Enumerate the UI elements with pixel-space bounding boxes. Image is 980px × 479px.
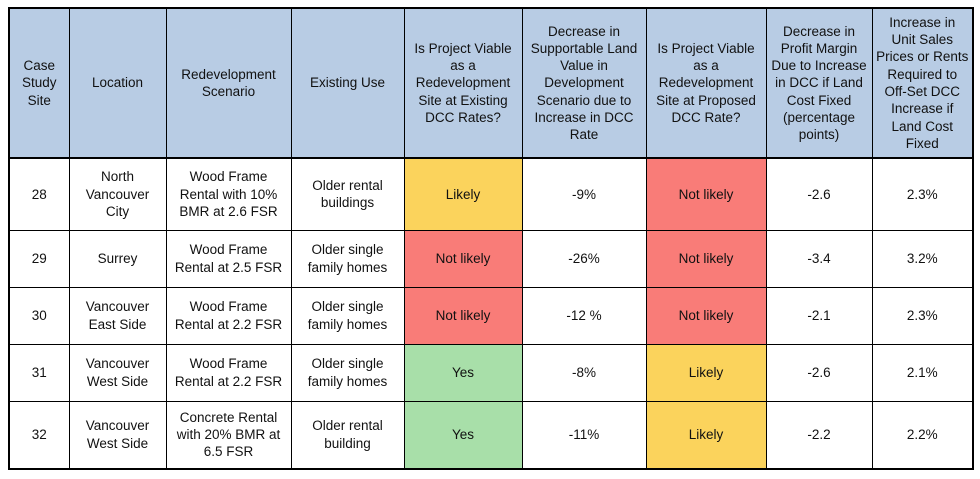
cell-scenario: Wood Frame Rental at 2.2 FSR [165, 343, 292, 402]
cell-price-rent-increase: 2.2% [871, 400, 974, 470]
cell-location: North Vancouver City [68, 157, 167, 231]
cell-existing-use: Older single family homes [290, 286, 405, 345]
cell-profit-margin-decrease: -3.4 [765, 229, 873, 288]
cell-viable-proposed: Likely [645, 343, 767, 402]
cell-existing-use: Older single family homes [290, 229, 405, 288]
col-header-viable-existing-dcc: Is Project Viable as a Redevelopment Sit… [403, 7, 523, 159]
col-header-redevelopment-scenario: Redevelopment Scenario [165, 7, 292, 159]
cell-price-rent-increase: 2.1% [871, 343, 974, 402]
cell-location: Vancouver West Side [68, 343, 167, 402]
cell-viable-existing: Not likely [403, 229, 523, 288]
cell-location: Vancouver West Side [68, 400, 167, 470]
cell-land-value-decrease: -11% [521, 400, 647, 470]
col-header-price-rent-increase: Increase in Unit Sales Prices or Rents R… [871, 7, 974, 159]
table-header: Case Study Site Location Redevelopment S… [8, 7, 974, 159]
col-header-profit-margin-decrease: Decrease in Profit Margin Due to Increas… [765, 7, 873, 159]
cell-viable-proposed: Not likely [645, 157, 767, 231]
cell-scenario: Wood Frame Rental at 2.2 FSR [165, 286, 292, 345]
col-header-viable-proposed-dcc: Is Project Viable as a Redevelopment Sit… [645, 7, 767, 159]
cell-viable-existing: Yes [403, 343, 523, 402]
cell-site: 32 [8, 400, 70, 470]
col-header-existing-use: Existing Use [290, 7, 405, 159]
cell-scenario: Wood Frame Rental at 2.5 FSR [165, 229, 292, 288]
cell-viable-existing: Yes [403, 400, 523, 470]
cell-price-rent-increase: 2.3% [871, 286, 974, 345]
cell-viable-existing: Not likely [403, 286, 523, 345]
cell-profit-margin-decrease: -2.6 [765, 157, 873, 231]
table-row: 30 Vancouver East Side Wood Frame Rental… [8, 286, 974, 345]
cell-site: 29 [8, 229, 70, 288]
table-row: 32 Vancouver West Side Concrete Rental w… [8, 400, 974, 470]
cell-site: 31 [8, 343, 70, 402]
cell-scenario: Wood Frame Rental with 10% BMR at 2.6 FS… [165, 157, 292, 231]
cell-land-value-decrease: -26% [521, 229, 647, 288]
cell-viable-proposed: Not likely [645, 229, 767, 288]
cell-site: 28 [8, 157, 70, 231]
cell-viable-proposed: Likely [645, 400, 767, 470]
cell-profit-margin-decrease: -2.6 [765, 343, 873, 402]
cell-viable-proposed: Not likely [645, 286, 767, 345]
cell-land-value-decrease: -9% [521, 157, 647, 231]
table-row: 28 North Vancouver City Wood Frame Renta… [8, 157, 974, 231]
cell-profit-margin-decrease: -2.2 [765, 400, 873, 470]
cell-scenario: Concrete Rental with 20% BMR at 6.5 FSR [165, 400, 292, 470]
cell-land-value-decrease: -12 % [521, 286, 647, 345]
viability-summary-table: Case Study Site Location Redevelopment S… [8, 7, 974, 470]
cell-price-rent-increase: 3.2% [871, 229, 974, 288]
col-header-location: Location [68, 7, 167, 159]
cell-location: Vancouver East Side [68, 286, 167, 345]
cell-existing-use: Older rental buildings [290, 157, 405, 231]
cell-location: Surrey [68, 229, 167, 288]
cell-existing-use: Older rental building [290, 400, 405, 470]
cell-existing-use: Older single family homes [290, 343, 405, 402]
cell-price-rent-increase: 2.3% [871, 157, 974, 231]
header-row: Case Study Site Location Redevelopment S… [8, 7, 974, 159]
cell-land-value-decrease: -8% [521, 343, 647, 402]
cell-viable-existing: Likely [403, 157, 523, 231]
cell-profit-margin-decrease: -2.1 [765, 286, 873, 345]
col-header-land-value-decrease: Decrease in Supportable Land Value in De… [521, 7, 647, 159]
table-row: 29 Surrey Wood Frame Rental at 2.5 FSR O… [8, 229, 974, 288]
col-header-case-study-site: Case Study Site [8, 7, 70, 159]
table-body: 28 North Vancouver City Wood Frame Renta… [8, 157, 974, 470]
cell-site: 30 [8, 286, 70, 345]
table-row: 31 Vancouver West Side Wood Frame Rental… [8, 343, 974, 402]
